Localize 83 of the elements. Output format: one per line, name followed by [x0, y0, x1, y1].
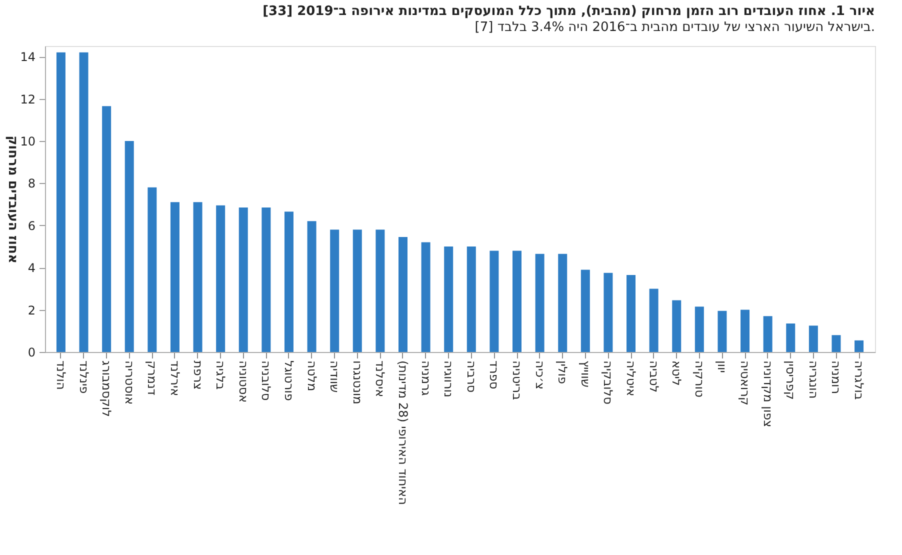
bar	[832, 335, 841, 352]
bar	[307, 221, 316, 352]
bar	[56, 52, 66, 352]
bar	[216, 205, 226, 352]
x-tick-label: פורטוגל	[282, 360, 296, 401]
x-tick-label: ליטא	[670, 360, 684, 386]
bar	[718, 310, 727, 352]
bar	[558, 254, 568, 352]
y-tick-label: 0	[28, 346, 36, 360]
x-tick-label: לטביה	[646, 360, 661, 393]
x-tick-label: שווייץ	[578, 360, 592, 388]
bar	[398, 236, 408, 352]
bar	[352, 230, 362, 352]
x-tick-label: איסלנד	[373, 360, 388, 398]
x-tick-label: מלטה	[304, 360, 319, 392]
x-tick-label: שוודיה	[328, 360, 342, 393]
bar	[490, 250, 499, 352]
bar	[649, 288, 658, 352]
bar	[672, 300, 682, 352]
x-tick-label: בולגריה	[852, 360, 866, 400]
y-tick-label: 8	[28, 176, 36, 191]
bar	[580, 270, 590, 352]
bar	[466, 246, 476, 352]
x-tick-label: קרואטיה	[738, 360, 752, 406]
bar	[238, 207, 248, 352]
bar	[421, 242, 430, 352]
x-tick-label: לוקסמבורג	[100, 360, 114, 417]
y-tick-label: 6	[28, 218, 36, 233]
bar	[604, 272, 613, 352]
bar	[193, 202, 202, 352]
bar	[535, 254, 544, 352]
bar	[124, 140, 134, 352]
x-tick-label: הונגריה	[806, 360, 820, 399]
bar	[740, 310, 750, 352]
bar	[694, 306, 704, 352]
bar	[170, 202, 180, 352]
x-tick-label: בלגיה	[214, 360, 228, 390]
x-tick-label: גרמניה	[418, 360, 433, 396]
x-tick-label: רומניה	[829, 360, 844, 394]
bar	[854, 340, 864, 352]
x-tick-label: איטליה	[624, 360, 638, 396]
x-tick-label: דנמרק	[145, 360, 160, 396]
x-tick-label: אסטוניה	[236, 360, 250, 403]
x-tick-label: בריטניה	[510, 360, 524, 400]
bar	[262, 207, 271, 352]
bar	[79, 52, 88, 352]
bar	[376, 230, 385, 352]
x-tick-label: פינלנד	[76, 360, 91, 394]
bar	[444, 246, 454, 352]
x-tick-label: סלובניה	[259, 360, 274, 401]
bar	[786, 324, 796, 352]
bar	[512, 250, 522, 352]
x-tick-label: ספרד	[487, 360, 502, 390]
x-tick-label: צפון מקדוניה	[760, 360, 775, 428]
x-tick-label: צרפת	[190, 360, 205, 390]
x-tick-label: הולנד	[54, 360, 68, 390]
bar	[284, 212, 294, 352]
y-tick-label: 4	[28, 261, 36, 276]
x-tick-label: צ׳כיה	[532, 360, 547, 390]
y-tick-label: 12	[20, 92, 36, 106]
x-tick-label: סלובקיה	[601, 360, 616, 405]
bar	[808, 326, 818, 352]
bar	[102, 106, 112, 352]
y-axis-title: אחוז העובדים מרחוק	[5, 136, 20, 264]
x-tick-label: סרביה	[464, 360, 478, 393]
y-tick-label: 2	[28, 303, 36, 318]
chart-subtitle: בישראל השיעור הארצי של עובדים מהבית ב־2016 היה 3.4% בלבד [7].	[474, 20, 875, 35]
x-tick-label: קפריסין	[784, 360, 798, 400]
x-tick-label: האיחוד האירופי (28 מדינות)	[396, 360, 410, 505]
x-tick-label: אוסטריה	[122, 360, 136, 405]
bar	[148, 187, 157, 352]
x-tick-label: טורקיה	[692, 360, 706, 398]
bar	[626, 274, 636, 352]
bar	[330, 230, 340, 352]
y-tick-label: 10	[20, 134, 36, 148]
chart-title: איור 1. אחוז העובדים רוב הזמן מרחוק (מהבית), מתוך כלל המועסקים במדינות אירופה ב־2019 [33]	[262, 4, 875, 19]
x-tick-label: מונטנגרו	[350, 360, 364, 404]
x-tick-label: נורווגיה	[442, 360, 456, 398]
x-tick-label: פולין	[556, 360, 570, 384]
y-tick-label: 14	[20, 50, 36, 64]
bar	[763, 316, 772, 352]
x-tick-label: אירלנד	[168, 360, 182, 396]
x-tick-label: יוון	[715, 360, 730, 373]
